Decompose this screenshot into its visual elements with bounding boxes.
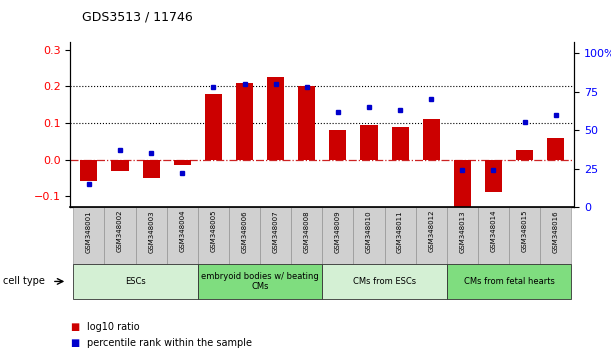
Bar bbox=[298, 86, 315, 160]
Text: ESCs: ESCs bbox=[125, 277, 146, 286]
Bar bbox=[353, 207, 384, 264]
Text: ■: ■ bbox=[70, 338, 79, 348]
Bar bbox=[392, 127, 409, 160]
Text: GSM348012: GSM348012 bbox=[428, 210, 434, 252]
Bar bbox=[142, 160, 159, 178]
Bar bbox=[229, 207, 260, 264]
Bar bbox=[267, 77, 284, 160]
Text: GSM348004: GSM348004 bbox=[179, 210, 185, 252]
Bar bbox=[174, 160, 191, 165]
Text: percentile rank within the sample: percentile rank within the sample bbox=[87, 338, 252, 348]
Bar bbox=[236, 83, 253, 160]
Bar bbox=[198, 264, 323, 299]
Text: ■: ■ bbox=[70, 322, 79, 332]
Bar bbox=[447, 207, 478, 264]
Bar bbox=[73, 264, 198, 299]
Bar bbox=[516, 150, 533, 160]
Text: GSM348007: GSM348007 bbox=[273, 210, 279, 252]
Bar bbox=[81, 160, 98, 182]
Text: GSM348001: GSM348001 bbox=[86, 210, 92, 252]
Text: GSM348010: GSM348010 bbox=[366, 210, 372, 252]
Bar bbox=[323, 207, 353, 264]
Bar bbox=[329, 130, 346, 160]
Bar bbox=[454, 160, 471, 207]
Bar bbox=[104, 207, 136, 264]
Bar bbox=[478, 207, 509, 264]
Bar bbox=[73, 207, 104, 264]
Text: GDS3513 / 11746: GDS3513 / 11746 bbox=[82, 11, 193, 24]
Bar bbox=[547, 138, 564, 160]
Bar bbox=[540, 207, 571, 264]
Text: GSM348006: GSM348006 bbox=[241, 210, 247, 252]
Bar bbox=[198, 207, 229, 264]
Text: cell type: cell type bbox=[3, 276, 45, 286]
Bar bbox=[485, 160, 502, 193]
Bar bbox=[136, 207, 167, 264]
Text: GSM348016: GSM348016 bbox=[553, 210, 558, 252]
Text: GSM348005: GSM348005 bbox=[210, 210, 216, 252]
Bar bbox=[423, 119, 440, 160]
Bar bbox=[384, 207, 415, 264]
Text: GSM348008: GSM348008 bbox=[304, 210, 310, 252]
Text: GSM348015: GSM348015 bbox=[522, 210, 527, 252]
Bar bbox=[260, 207, 291, 264]
Bar bbox=[111, 160, 128, 171]
Bar bbox=[167, 207, 198, 264]
Text: GSM348003: GSM348003 bbox=[148, 210, 154, 252]
Bar bbox=[415, 207, 447, 264]
Text: GSM348011: GSM348011 bbox=[397, 210, 403, 252]
Text: log10 ratio: log10 ratio bbox=[87, 322, 140, 332]
Text: GSM348002: GSM348002 bbox=[117, 210, 123, 252]
Text: embryoid bodies w/ beating
CMs: embryoid bodies w/ beating CMs bbox=[201, 272, 319, 291]
Text: CMs from fetal hearts: CMs from fetal hearts bbox=[464, 277, 554, 286]
Bar bbox=[291, 207, 323, 264]
Bar bbox=[323, 264, 447, 299]
Text: CMs from ESCs: CMs from ESCs bbox=[353, 277, 416, 286]
Text: GSM348009: GSM348009 bbox=[335, 210, 341, 252]
Text: GSM348014: GSM348014 bbox=[491, 210, 497, 252]
Bar bbox=[509, 207, 540, 264]
Text: GSM348013: GSM348013 bbox=[459, 210, 466, 252]
Bar bbox=[447, 264, 571, 299]
Bar bbox=[360, 125, 378, 160]
Bar bbox=[205, 94, 222, 160]
